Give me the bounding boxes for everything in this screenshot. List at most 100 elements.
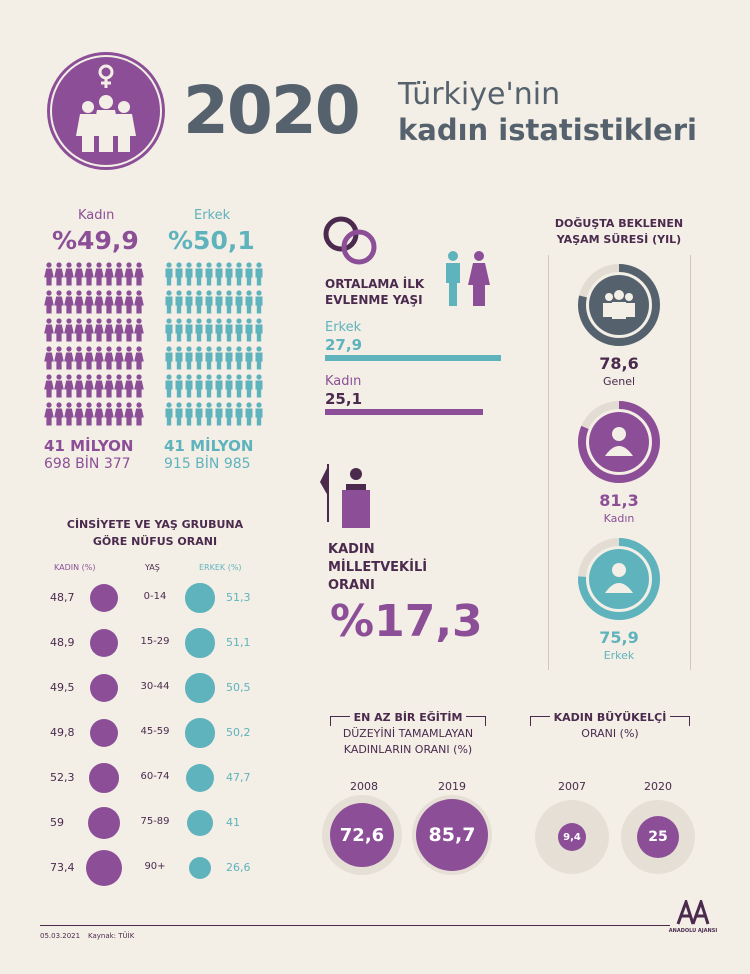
marriage-female-value: 25,1 (325, 390, 363, 408)
female-person-icon (114, 318, 124, 342)
age-row-age-label: 60-74 (140, 771, 170, 782)
education-year-1: 2008 (350, 780, 378, 793)
male-person-icon (165, 374, 173, 398)
female-count-line1: 41 MİLYON (44, 437, 134, 455)
age-row-male-circle (185, 763, 215, 793)
female-person-icon (114, 374, 124, 398)
male-person-icon (195, 374, 203, 398)
female-person-icon (44, 262, 54, 286)
male-person-icon (245, 262, 253, 286)
male-person-icon (235, 318, 243, 342)
marriage-male-bar (325, 355, 501, 361)
male-person-icon (185, 346, 193, 370)
male-person-icon (205, 262, 213, 286)
male-person-icon (225, 262, 233, 286)
education-title: EN AZ BİR EĞİTİM DÜZEYİNİ TAMAMLAYAN KAD… (330, 710, 486, 758)
col-male-header: ERKEK (%) (199, 563, 242, 572)
header-title-line2: kadın istatistikleri (398, 113, 697, 147)
female-person-icon (94, 318, 104, 342)
male-person-icon (175, 262, 183, 286)
age-row-female-circle (89, 628, 119, 658)
male-person-icon (195, 402, 203, 426)
female-person-icon (134, 374, 144, 398)
female-person-icon (104, 346, 114, 370)
female-person-icon (44, 402, 54, 426)
female-person-icon (64, 290, 74, 314)
male-person-icon (225, 346, 233, 370)
education-title-line3: KADINLARIN ORANI (%) (343, 743, 473, 756)
age-row-female-value: 73,4 (50, 861, 75, 874)
divider-right (690, 255, 691, 670)
footer-source: Kaynak: TÜİK (88, 932, 135, 940)
female-person-icon (54, 374, 64, 398)
ambassador-value-2: 25 (637, 816, 679, 858)
couple-icon (446, 251, 490, 306)
female-person-icon (84, 290, 94, 314)
male-person-icon (255, 402, 263, 426)
male-person-icon (255, 318, 263, 342)
education-title-line2: DÜZEYİNİ TAMAMLAYAN (342, 727, 474, 740)
header-year: 2020 (183, 72, 361, 149)
female-person-icon (74, 262, 84, 286)
male-person-icon (205, 346, 213, 370)
woman-icon (605, 427, 633, 456)
male-person-icon (205, 290, 213, 314)
female-person-icon (114, 290, 124, 314)
female-person-icon (44, 290, 54, 314)
age-row-male-circle (185, 628, 215, 658)
women-group-icon (50, 55, 162, 167)
age-row-male-value: 51,1 (226, 636, 251, 649)
male-person-icon (235, 290, 243, 314)
female-person-icon (114, 262, 124, 286)
female-person-icon (94, 262, 104, 286)
marriage-female-bar (325, 409, 484, 415)
age-groups-title: CİNSİYETE VE YAŞ GRUBUNA GÖRE NÜFUS ORAN… (20, 516, 290, 550)
age-row-female-value: 48,9 (50, 636, 75, 649)
age-row-age-label: 30-44 (140, 681, 170, 692)
age-row-female-value: 59 (50, 816, 64, 829)
female-person-icon (104, 290, 114, 314)
life-expectancy-ring-3 (578, 538, 660, 620)
marriage-title: ORTALAMA İLK EVLENME YAŞI (325, 276, 424, 308)
life-expectancy-title-line2: YAŞAM SÜRESİ (YIL) (556, 233, 682, 246)
marriage-title-line2: EVLENME YAŞI (325, 293, 423, 307)
female-count-line2: 698 BİN 377 (44, 456, 131, 472)
parliament-value: %17,3 (330, 596, 483, 647)
male-person-icon (215, 402, 223, 426)
female-person-icon (74, 346, 84, 370)
female-person-icon (94, 346, 104, 370)
parliament-title-line1: KADIN (328, 542, 375, 557)
female-person-icon (104, 262, 114, 286)
male-person-icon (175, 346, 183, 370)
female-person-icon (74, 374, 84, 398)
male-percentage: %50,1 (168, 226, 255, 255)
parliament-title: KADIN MİLLETVEKİLİ ORANI (328, 541, 427, 595)
col-female-header: KADIN (%) (54, 563, 96, 572)
life-expectancy-ring-2 (578, 401, 660, 483)
female-person-icon (64, 402, 74, 426)
female-person-icon (124, 262, 134, 286)
parliament-title-line3: ORANI (328, 578, 375, 593)
female-person-icon (54, 318, 64, 342)
age-row-male-value: 26,6 (226, 861, 251, 874)
age-groups-title-line1: CİNSİYETE VE YAŞ GRUBUNA (66, 518, 244, 531)
male-person-icon (185, 402, 193, 426)
age-row-male-circle (185, 718, 215, 748)
ambassador-year-2: 2020 (644, 780, 672, 793)
age-row-female-circle (89, 583, 119, 613)
age-row-male-value: 50,5 (226, 681, 251, 694)
female-person-icon (74, 402, 84, 426)
life-expectancy-ring-1 (578, 264, 660, 346)
footer-date: 05.03.2021 (40, 932, 81, 940)
female-person-icon (54, 346, 64, 370)
male-people-grid (164, 262, 264, 430)
header-title-line1: Türkiye'nin (398, 77, 561, 112)
life-expectancy-label-3: Erkek (603, 649, 635, 662)
female-person-icon (54, 290, 64, 314)
age-row-age-label: 90+ (144, 861, 166, 872)
age-row-male-value: 41 (226, 816, 240, 829)
female-person-icon (124, 374, 134, 398)
rings-icon (323, 216, 377, 265)
female-person-icon (114, 402, 124, 426)
male-person-icon (255, 262, 263, 286)
